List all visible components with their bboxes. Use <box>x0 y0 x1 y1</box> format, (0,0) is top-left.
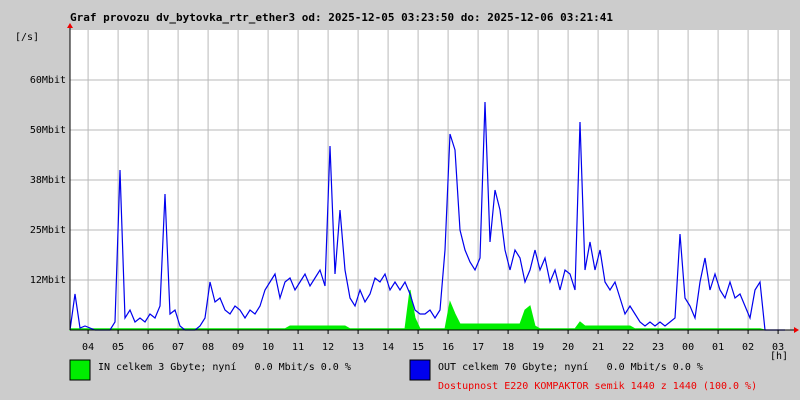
grid <box>70 30 790 330</box>
x-axis-label: [h] <box>770 351 788 362</box>
x-tick-label: 01 <box>712 342 724 353</box>
x-tick-label: 02 <box>742 342 754 353</box>
x-tick-label: 09 <box>232 342 244 353</box>
x-tick-label: 11 <box>292 342 304 353</box>
x-tick-label: 14 <box>382 342 394 353</box>
x-tick-label: 04 <box>82 342 94 353</box>
x-tick-label: 18 <box>502 342 514 353</box>
x-tick-label: 07 <box>172 342 184 353</box>
x-tick-label: 06 <box>142 342 154 353</box>
y-axis-label: [/s] <box>15 32 39 43</box>
y-tick-label: 12Mbit <box>30 275 66 286</box>
y-tick-label: 25Mbit <box>30 225 66 236</box>
x-tick-label: 05 <box>112 342 124 353</box>
x-axis-arrow <box>794 327 799 333</box>
x-tick-label: 17 <box>472 342 484 353</box>
x-tick-label: 21 <box>592 342 604 353</box>
x-tick-label: 19 <box>532 342 544 353</box>
legend: IN celkem 3 Gbyte; nyní 0.0 Mbit/s 0.0 %… <box>69 359 703 381</box>
x-tick-label: 10 <box>262 342 274 353</box>
y-tick-label: 50Mbit <box>30 125 66 136</box>
legend-swatch <box>409 359 431 381</box>
y-tick-label: 60Mbit <box>30 75 66 86</box>
series-area <box>69 289 785 331</box>
x-tick-label: 13 <box>352 342 364 353</box>
x-tick-label: 15 <box>412 342 424 353</box>
y-axis-arrow <box>67 23 73 28</box>
axes: 12Mbit 25Mbit 38Mbit 50Mbit 60Mbit 04 05 06 07 08… <box>30 23 799 353</box>
legend-swatch <box>69 359 91 381</box>
legend-label: IN celkem 3 Gbyte; nyní 0.0 Mbit/s 0.0 % <box>98 361 351 373</box>
x-tick-label: 12 <box>322 342 334 353</box>
x-tick-label: 08 <box>202 342 214 353</box>
y-tick-label: 38Mbit <box>30 175 66 186</box>
x-tick-label: 20 <box>562 342 574 353</box>
chart-title: Graf provozu dv_bytovka_rtr_ether3 od: 2… <box>70 11 613 24</box>
x-tick-label: 22 <box>622 342 634 353</box>
x-tick-label: 03 <box>772 342 784 353</box>
x-tick-label: 00 <box>682 342 694 353</box>
legend-label: OUT celkem 70 Gbyte; nyní 0.0 Mbit/s 0.0… <box>438 361 703 373</box>
availability-note: Dostupnost E220 KOMPAKTOR semik 1440 z 1… <box>438 381 757 392</box>
x-tick-label: 16 <box>442 342 454 353</box>
x-tick-label: 23 <box>652 342 664 353</box>
